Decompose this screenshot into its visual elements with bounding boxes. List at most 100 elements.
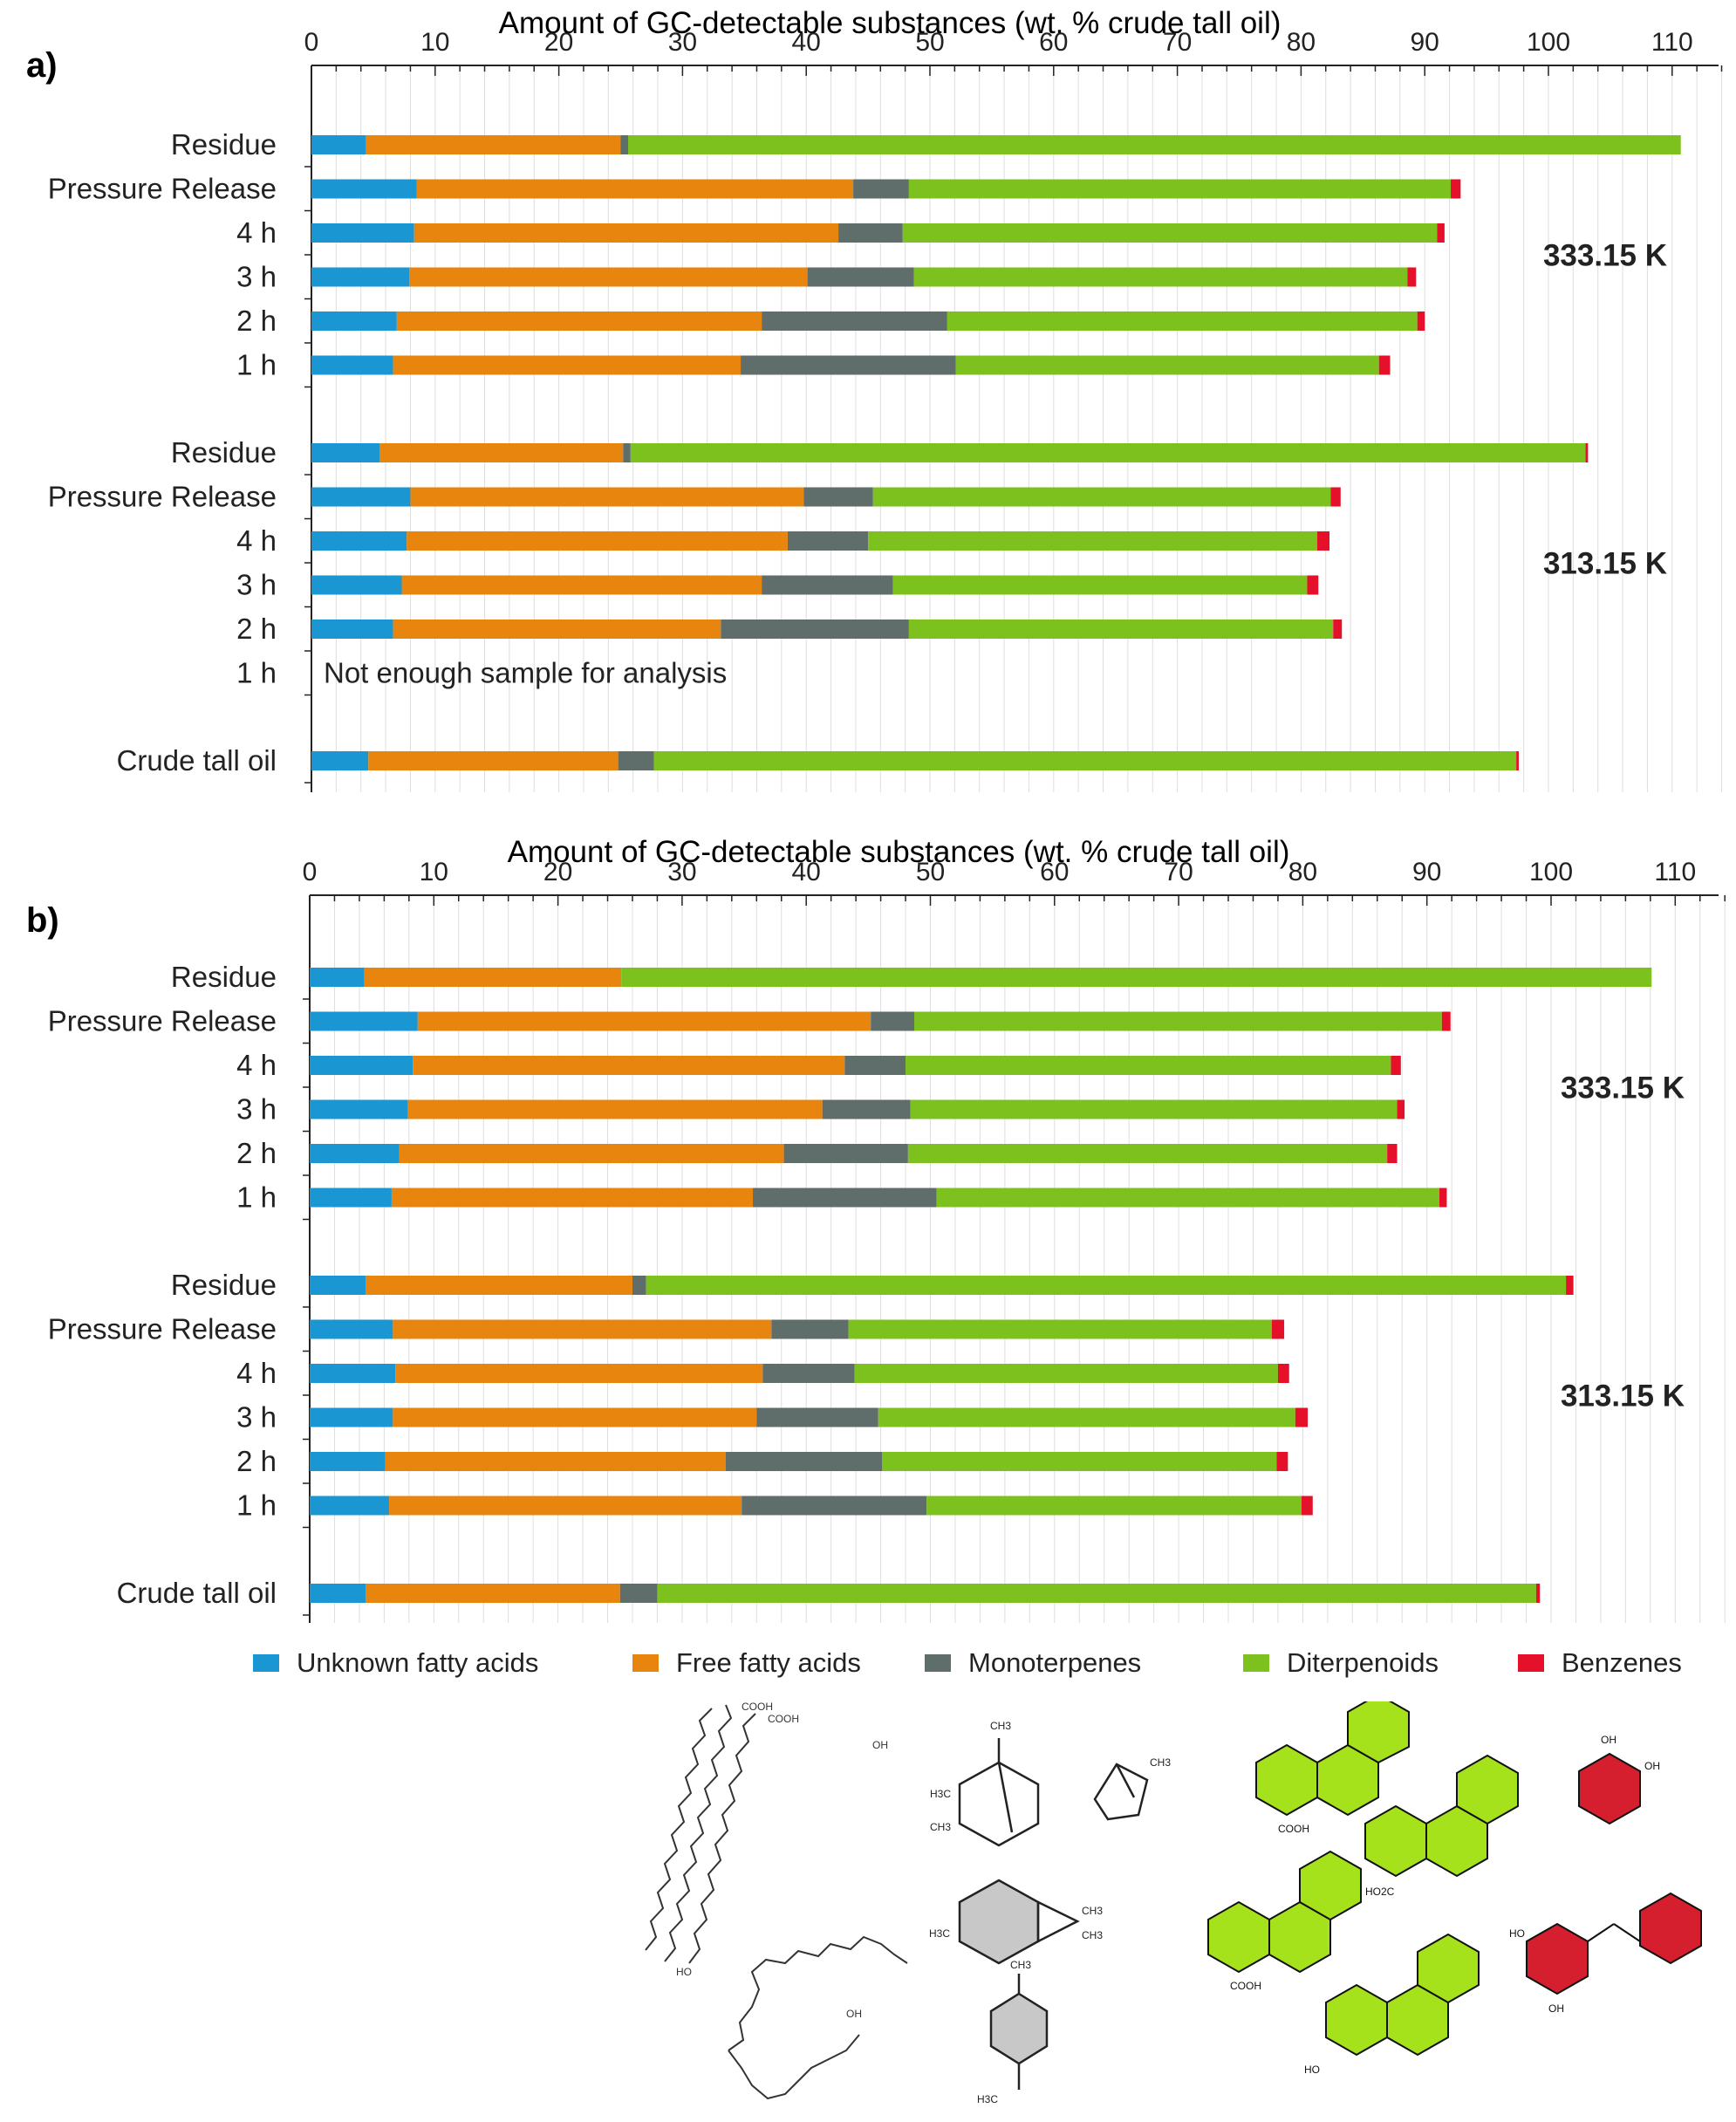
legend-label: Diterpenoids: [1287, 1647, 1439, 1678]
panel-a-letter: a): [26, 46, 58, 85]
category-label: 1 h: [236, 657, 277, 689]
bar-segment-benzenes: [1295, 1407, 1309, 1427]
x-tick-label: 30: [667, 858, 696, 886]
structure-label: CH3: [1082, 1929, 1103, 1941]
bar-segment-free-fatty-acids: [413, 1056, 845, 1075]
x-tick-label: 80: [1288, 858, 1317, 886]
category-label: Residue: [171, 436, 277, 469]
bar-segment-monoterpenes: [725, 1452, 883, 1471]
dehydroabietic-ring-a: [1364, 1804, 1427, 1878]
bar-segment-unknown-fatty-acids: [311, 751, 369, 770]
bar-segment-benzenes: [1407, 267, 1417, 287]
structure-label: OH: [1601, 1734, 1616, 1746]
bar-segment-monoterpenes: [771, 1319, 849, 1339]
annotation-text: Not enough sample for analysis: [324, 657, 727, 689]
bar-segment-diterpenoids: [908, 619, 1334, 639]
bar-segment-free-fatty-acids: [395, 1364, 763, 1383]
x-tick-label: 20: [544, 28, 573, 57]
bar-segment-benzenes: [1276, 1452, 1288, 1471]
stilbene-ring-1: [1526, 1922, 1589, 1995]
bar-segment-free-fatty-acids: [393, 1319, 772, 1339]
category-label: Residue: [171, 1269, 277, 1301]
bar-segment-unknown-fatty-acids: [311, 267, 410, 287]
panel-b-chart: 0 10 20 30 40 50 60 70 80 90 100 110 Residue Pressure…: [48, 858, 1726, 1623]
structure-label: H3C: [977, 2093, 998, 2105]
category-label: 4 h: [236, 216, 277, 249]
legend-item-benzenes: Benzenes: [1518, 1647, 1682, 1679]
category-label: Pressure Release: [48, 481, 277, 513]
category-label: 1 h: [236, 1489, 277, 1522]
monoterpene-structures: CH3 H3C CH3 CH3 CH3 CH3 H3C CH3 H3C: [929, 1720, 1171, 2105]
bar-segment-diterpenoids: [926, 1496, 1302, 1516]
x-tick-label: 60: [1039, 28, 1068, 57]
legend-swatch-benzenes: [1518, 1654, 1544, 1672]
bar-segment-free-fatty-acids: [416, 179, 854, 199]
bar-segment-benzenes: [1391, 1056, 1401, 1075]
bar-segment-diterpenoids: [868, 531, 1317, 551]
category-label: 3 h: [236, 1401, 277, 1434]
bar-segment-monoterpenes: [783, 1144, 908, 1163]
bar-segment-free-fatty-acids: [366, 1584, 620, 1603]
bar-segment-free-fatty-acids: [389, 1496, 742, 1516]
bar-segment-benzenes: [1441, 1011, 1451, 1031]
bar-segment-monoterpenes: [762, 1364, 855, 1383]
panel-a-axis-title: Amount of GC-detectable substances (wt. …: [499, 6, 1281, 40]
bar-segment-unknown-fatty-acids: [311, 487, 411, 507]
pinene-ring: [958, 1761, 1040, 1847]
neoabietic-ring-a: [1207, 1900, 1270, 1974]
bar-segment-free-fatty-acids: [410, 487, 804, 507]
neoabietic-ring-c: [1299, 1850, 1362, 1921]
legend-label: Benzenes: [1562, 1647, 1682, 1678]
category-label: 2 h: [236, 613, 277, 645]
bar-segment-free-fatty-acids: [401, 575, 762, 595]
bar-segment-monoterpenes: [742, 1496, 927, 1516]
legend-item-free-fatty-acids: Free fatty acids: [632, 1647, 861, 1679]
bar-segment-unknown-fatty-acids: [311, 575, 402, 595]
category-label: 4 h: [236, 1357, 277, 1389]
bar-segment-unknown-fatty-acids: [311, 311, 397, 331]
bar-segment-free-fatty-acids: [366, 1276, 632, 1295]
structure-label: HO: [1509, 1927, 1525, 1940]
x-tick-label: 50: [915, 28, 944, 57]
dehydroabietic-ring-c: [1456, 1754, 1519, 1825]
bar-segment-diterpenoids: [657, 1584, 1536, 1603]
bar-segment-diterpenoids: [908, 179, 1451, 199]
x-tick-label: 110: [1654, 858, 1696, 886]
legend-swatch-unknown-fatty-acids: [253, 1654, 279, 1672]
bar-segment-benzenes: [1439, 1188, 1447, 1208]
x-tick-label: 60: [1040, 858, 1069, 886]
category-label: Pressure Release: [48, 1313, 277, 1345]
bar-segment-diterpenoids: [646, 1276, 1567, 1295]
pinene-bridge: [997, 1762, 1014, 1833]
structure-label: OH: [1644, 1760, 1660, 1772]
x-tick-label: 100: [1527, 28, 1570, 57]
structure-label: HO2C: [1365, 1886, 1395, 1898]
bar-segment-unknown-fatty-acids: [311, 531, 407, 551]
bar-segment-benzenes: [1387, 1144, 1398, 1163]
x-tick-label: 90: [1411, 28, 1439, 57]
panel-b-axis-title: Amount of GC-detectable substances (wt. …: [508, 835, 1290, 869]
bar-segment-monoterpenes: [807, 267, 914, 287]
bar-segment-benzenes: [1307, 575, 1319, 595]
bar-segment-unknown-fatty-acids: [310, 1452, 386, 1471]
fatty-acid-chain-4: [728, 1935, 908, 2051]
category-label: Crude tall oil: [117, 1577, 277, 1609]
pimaric-ring-c: [1417, 1933, 1480, 2004]
group-label: 333.15 K: [1543, 238, 1667, 272]
bar-segment-diterpenoids: [892, 575, 1308, 595]
category-label: 3 h: [236, 1093, 277, 1126]
legend-label: Free fatty acids: [676, 1647, 861, 1678]
bar-segment-free-fatty-acids: [393, 619, 721, 639]
bar-segment-monoterpenes: [803, 487, 873, 507]
catechol-ring: [1578, 1752, 1641, 1825]
bar-segment-free-fatty-acids: [413, 223, 839, 243]
x-tick-label: 90: [1412, 858, 1441, 886]
legend-swatch-monoterpenes: [925, 1654, 951, 1672]
figure-canvas: a) Amount of GC-detectable substances (w…: [26, 6, 1726, 1623]
bar-segment-diterpenoids: [936, 1188, 1439, 1208]
x-tick-label: 40: [792, 28, 821, 57]
category-label: 2 h: [236, 305, 277, 337]
bar-segment-diterpenoids: [902, 223, 1438, 243]
structure-label: COOH: [1278, 1823, 1309, 1835]
limonene-ring: [989, 1992, 1049, 2065]
